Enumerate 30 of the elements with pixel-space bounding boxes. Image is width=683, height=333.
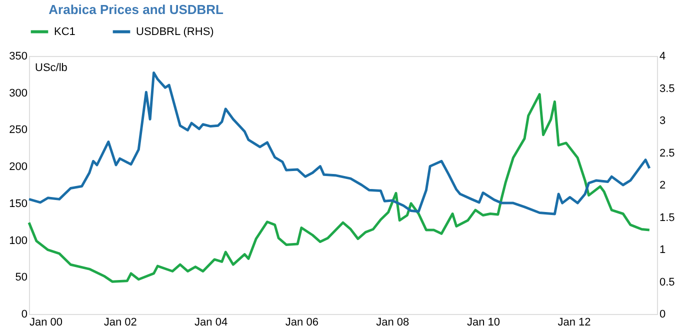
y-tick-label: 50 — [15, 272, 28, 284]
y2-tick-label: 1.5 — [660, 212, 675, 224]
legend-label: KC1 — [54, 26, 76, 38]
x-tick-label: Jan 02 — [104, 316, 137, 328]
y-tick-label: 100 — [9, 234, 28, 247]
x-tick-label: Jan 12 — [558, 316, 591, 328]
y2-tick-label: 3 — [660, 115, 666, 127]
chart-title: Arabica Prices and USDBRL — [48, 2, 224, 17]
x-tick-label: Jan 00 — [30, 316, 63, 328]
y-tick-label: 200 — [9, 161, 28, 174]
line-series — [28, 72, 651, 216]
x-tick-label: Jan 08 — [376, 316, 410, 328]
x-tick-label: Jan 10 — [466, 316, 500, 328]
y2-tick-label: 0.5 — [660, 276, 675, 288]
y2-tick-label: 3.5 — [660, 82, 675, 95]
y2-tick-label: 2.5 — [660, 147, 675, 160]
legend-label: USDBRL (RHS) — [136, 26, 214, 38]
y-tick-label: 250 — [9, 124, 28, 136]
y2-tick-label: 4 — [660, 50, 666, 62]
y2-tick-label: 1 — [660, 244, 666, 256]
y-tick-label: 300 — [9, 87, 28, 100]
y-axis-title: USc/lb — [35, 62, 68, 74]
y-tick-label: 150 — [9, 198, 28, 210]
y-tick-label: 350 — [9, 50, 28, 62]
x-tick-label: Jan 06 — [285, 316, 318, 328]
y2-tick-label: 0 — [660, 308, 666, 320]
y-tick-label: 0 — [21, 308, 28, 320]
y2-tick-label: 2 — [660, 180, 666, 192]
line-series — [28, 93, 651, 283]
x-tick-label: Jan 04 — [194, 316, 228, 328]
